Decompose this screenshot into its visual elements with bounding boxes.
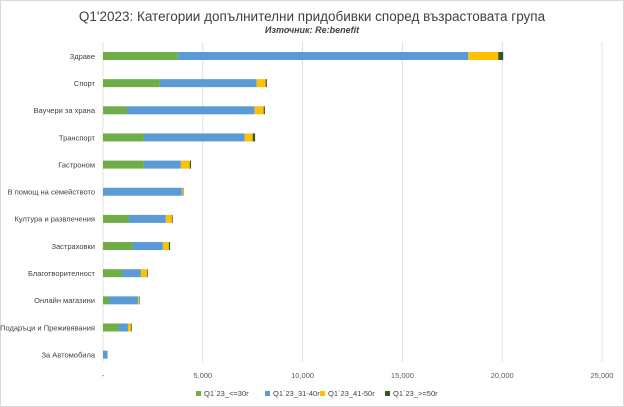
legend-label: Q1`23_<=30г (204, 389, 249, 398)
bar-segment (252, 133, 256, 142)
legend-label: Q1`23_41-50г (328, 389, 375, 398)
x-tick-label: 15,000 (391, 371, 414, 380)
x-axis-tick-labels: - 5,000 10,000 15,000 20,000 25,000 (102, 371, 614, 380)
bar-segment (263, 106, 265, 115)
legend-label: Q1`23_31-40г (273, 389, 320, 398)
category-label: Ваучери за храна (34, 106, 96, 115)
bar-segment (468, 52, 499, 60)
category-label: За Автомобила (42, 350, 96, 359)
bar-segment (121, 269, 141, 278)
bar-segment (103, 350, 108, 359)
bar-segment (103, 52, 178, 60)
bar-segment (137, 296, 139, 305)
category-label: Подаръци и Преживявания (0, 323, 95, 332)
bar-segment (132, 242, 163, 251)
category-label: Култура и развлечения (15, 215, 96, 224)
bar-segment (127, 323, 131, 332)
bar-segment (143, 160, 181, 169)
legend-label: Q1`23_>=50г (393, 389, 438, 398)
bar-segment (138, 296, 140, 305)
bar-segment (103, 214, 129, 223)
x-tick-label: - (102, 371, 105, 380)
bar-segment (189, 160, 192, 169)
category-label: Спорт (74, 79, 96, 88)
category-label: В помощ на семейството (8, 188, 95, 197)
bar-segment (126, 106, 255, 115)
legend-swatch (196, 391, 201, 396)
category-label: Благотворителност (28, 269, 96, 278)
bar-segment (128, 214, 166, 223)
bar-segment (103, 323, 119, 332)
legend-swatch (265, 391, 270, 396)
x-tick-label: 20,000 (491, 371, 514, 380)
bar-segment (143, 133, 245, 142)
bar-segment (182, 187, 184, 196)
bar-segment (103, 187, 182, 196)
bar-segment (180, 160, 190, 169)
bar-segment (103, 160, 144, 169)
bar-segment (103, 79, 160, 88)
bar-segment (103, 242, 133, 251)
chart-title: Q1'2023: Категории допълнителни придобив… (79, 9, 546, 24)
category-labels: Здраве Спорт Ваучери за храна Транспорт Гаст… (0, 52, 96, 360)
x-tick-label: 5,000 (193, 371, 212, 380)
bar-segment (103, 106, 127, 115)
bar-segment (254, 106, 264, 115)
bar-segment (103, 269, 122, 278)
bar-segment (103, 133, 144, 142)
bar-segment (498, 52, 504, 60)
bar-segment (171, 214, 173, 223)
chart-subtitle: Източник: Re:benefit (265, 25, 360, 35)
legend: Q1`23_<=30г Q1`23_31-40г Q1`23_41-50г Q1`23… (196, 389, 438, 398)
bar-segment (140, 269, 147, 278)
bar-segment (177, 52, 469, 60)
bar-segment (146, 269, 148, 278)
bar-segment (181, 187, 183, 196)
legend-swatch (320, 391, 325, 396)
bar-segment (159, 79, 257, 88)
category-label: Онлайн магазини (34, 296, 95, 305)
bar-segment (162, 242, 169, 251)
bars (103, 52, 504, 359)
bar-segment (244, 133, 253, 142)
x-tick-label: 10,000 (291, 371, 314, 380)
category-label: Транспорт (59, 133, 96, 142)
bar-segment (108, 296, 138, 305)
bar-segment (165, 214, 172, 223)
bar-segment (103, 296, 109, 305)
bar-segment (118, 323, 128, 332)
category-label: Здраве (70, 52, 95, 61)
bar-segment (265, 79, 267, 88)
bar-segment (256, 79, 266, 88)
x-tick-label: 25,000 (591, 371, 614, 380)
bar-segment (168, 242, 171, 251)
legend-swatch (385, 391, 390, 396)
gridlines (102, 42, 603, 362)
bar-segment (130, 323, 132, 332)
category-label: Гастроном (58, 160, 95, 169)
category-label: Застраховки (51, 242, 95, 251)
